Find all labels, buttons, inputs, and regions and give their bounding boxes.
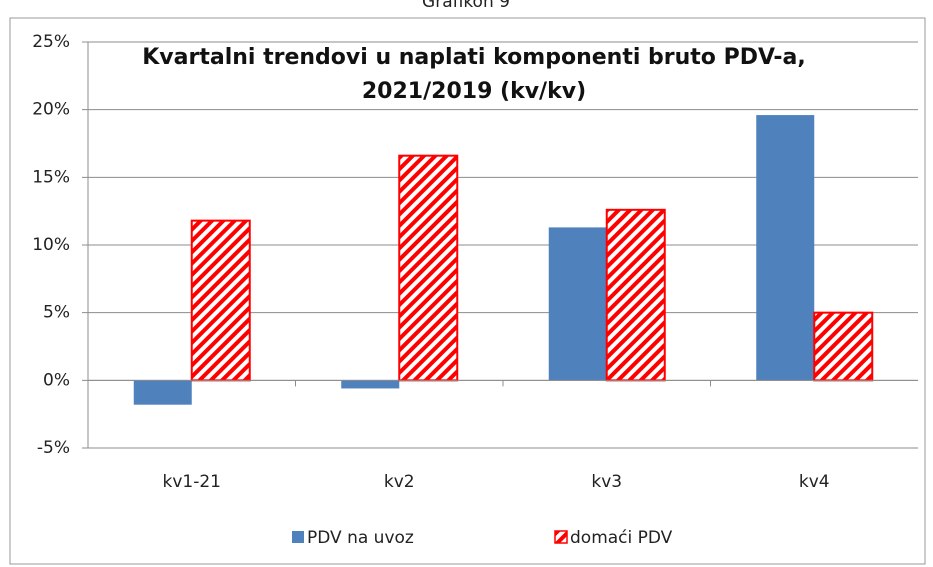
y-tick-label: 15% bbox=[32, 167, 70, 187]
bar bbox=[190, 219, 251, 382]
x-tick-label: kv2 bbox=[384, 472, 415, 492]
legend-label: PDV na uvoz bbox=[307, 528, 414, 548]
legend-label: domaći PDV bbox=[570, 528, 673, 548]
y-tick-label: 10% bbox=[32, 235, 70, 255]
bar bbox=[605, 208, 666, 382]
chart-frame bbox=[9, 17, 926, 565]
y-tick-label: 25% bbox=[32, 32, 70, 52]
chart-title: Kvartalni trendovi u naplati komponenti … bbox=[142, 45, 805, 70]
header: Grafikon 9 bbox=[422, 0, 510, 12]
x-tick-label: kv4 bbox=[799, 472, 830, 492]
bar bbox=[341, 380, 400, 389]
y-tick-label: 0% bbox=[43, 370, 70, 390]
bar bbox=[398, 154, 459, 382]
x-tick-label: kv3 bbox=[591, 472, 622, 492]
legend-swatch bbox=[554, 530, 568, 544]
y-tick-label: 5% bbox=[43, 303, 70, 323]
y-tick-label: -5% bbox=[37, 438, 70, 458]
x-tick-label: kv1-21 bbox=[163, 472, 222, 492]
chart-title: 2021/2019 (kv/kv) bbox=[362, 79, 586, 104]
bar bbox=[548, 227, 607, 381]
bar bbox=[133, 380, 192, 405]
y-tick-label: 20% bbox=[32, 100, 70, 120]
legend-swatch bbox=[292, 531, 304, 543]
bar bbox=[813, 311, 874, 382]
bar bbox=[756, 115, 815, 381]
